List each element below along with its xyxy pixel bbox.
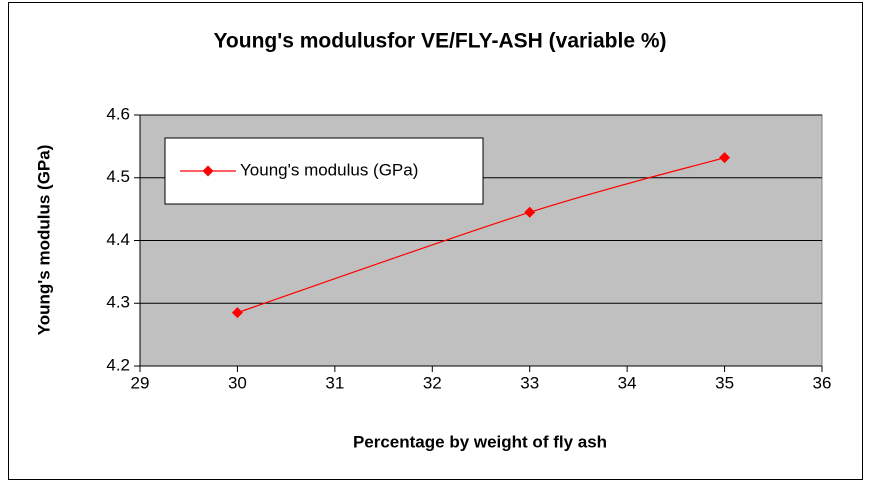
legend-box [164,137,484,205]
x-tick-label: 33 [520,373,539,392]
chart-title: Young's modulusfor VE/FLY-ASH (variable … [213,30,666,53]
y-tick-label: 4.2 [106,355,130,374]
y-tick-label: 4.6 [106,104,130,123]
x-tick-label: 29 [131,373,150,392]
legend-label: Young's modulus (GPa) [240,160,418,179]
x-tick-label: 30 [228,373,247,392]
x-tick-label: 32 [423,373,442,392]
marker [524,206,536,218]
x-axis-label: Percentage by weight of fly ash [353,432,607,451]
y-axis-label: Young's modulus (GPa) [34,145,53,336]
x-tick-label: 36 [813,373,832,392]
series-line [237,157,725,314]
marker [231,307,243,319]
y-tick-label: 4.3 [106,293,130,312]
legend-marker [202,165,214,177]
y-tick-label: 4.5 [106,167,130,186]
x-tick-label: 31 [325,373,344,392]
x-tick-label: 35 [715,373,734,392]
y-tick-label: 4.4 [106,230,130,249]
x-tick-label: 34 [618,373,637,392]
marker [719,152,731,164]
